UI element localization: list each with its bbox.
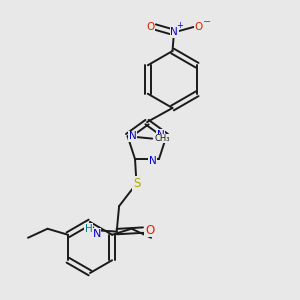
Text: N: N [170, 27, 178, 38]
Text: N: N [92, 229, 101, 239]
Text: N: N [149, 155, 157, 166]
Text: +: + [177, 21, 183, 30]
Text: O: O [194, 22, 202, 32]
Text: CH₃: CH₃ [154, 134, 170, 143]
Text: N: N [157, 130, 164, 140]
Text: −: − [202, 17, 211, 27]
Text: S: S [133, 177, 140, 190]
Text: N: N [129, 131, 137, 141]
Text: O: O [145, 224, 154, 237]
Text: O: O [146, 22, 154, 32]
Text: H: H [85, 224, 93, 234]
